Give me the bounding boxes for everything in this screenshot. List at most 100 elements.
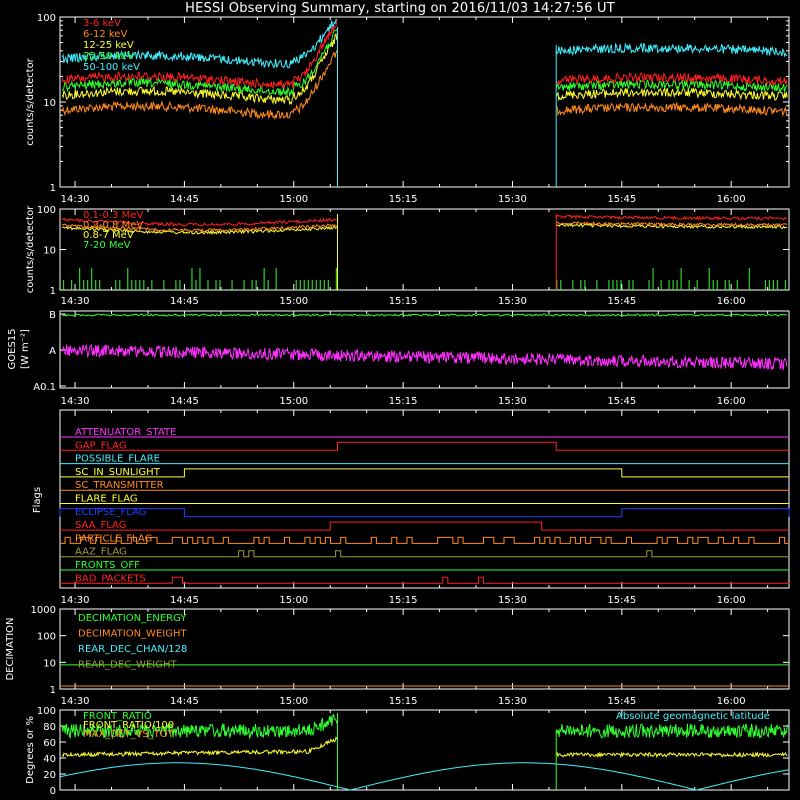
decim-xtick-label: 14:45	[170, 696, 199, 707]
goes-yunits: [W m⁻²]	[20, 329, 31, 369]
highE-series-2	[62, 225, 338, 236]
flags-label-5: FLARE_FLAG	[75, 494, 138, 505]
flags-label-3: SC_IN_SUNLIGHT	[75, 467, 161, 478]
flags-label-1: GAP_FLAG	[75, 440, 127, 451]
flags-label-4: SC_TRANSMITTER	[75, 480, 164, 491]
lowE-legend-3: 25-50 keV	[83, 51, 134, 62]
flags-trace-6	[59, 508, 790, 518]
lowE-xtick-label: 14:45	[170, 194, 199, 205]
flags-trace-7	[60, 521, 789, 531]
ratio-series-1	[61, 736, 338, 758]
highE-series-0	[61, 217, 337, 227]
highE-ytick-label: 1	[50, 286, 56, 297]
flags-trace-1	[60, 441, 789, 451]
flags-trace-8	[60, 536, 790, 544]
flags-trace-11	[60, 576, 790, 584]
goes-series-1	[61, 343, 788, 371]
flags-xtick-label: 14:30	[61, 595, 90, 606]
lowE-xtick-label: 16:00	[717, 194, 746, 205]
lowE-series-3	[61, 28, 338, 98]
highE-xtick-label: 15:15	[389, 296, 418, 307]
flags-ylabel: Flags	[32, 487, 43, 513]
highE-xtick-label: 15:00	[279, 296, 308, 307]
lowE-series-1	[61, 50, 338, 121]
lowE-series-1	[555, 101, 788, 117]
goes-xtick-label: 16:00	[717, 396, 746, 407]
highE-xtick-label: 14:45	[170, 296, 199, 307]
flags-label-11: BAD_PACKETS	[75, 573, 146, 584]
lowE-legend-2: 12-25 keV	[83, 40, 134, 51]
highE-ylabel: counts/s/detector	[25, 205, 36, 293]
ratio-series-3	[59, 762, 790, 791]
ratio-ylabel: Degrees or %	[25, 716, 36, 784]
lowE-xtick-label: 15:45	[607, 194, 636, 205]
goes-xtick-label: 14:45	[170, 396, 199, 407]
flags-label-8: PARTICLE_FLAG	[75, 533, 152, 544]
decim-ytick-label: 100	[37, 632, 56, 643]
lowE-xtick-label: 15:15	[389, 194, 418, 205]
goes-series-0	[61, 313, 787, 317]
decim-ylabel: DECIMATION	[5, 617, 16, 680]
lowE-xtick-label: 15:00	[279, 194, 308, 205]
ratio-series-0	[61, 714, 338, 740]
goes-xtick-label: 15:45	[607, 396, 636, 407]
goes-xtick-label: 15:00	[279, 396, 308, 407]
goes-ylabel: GOES15	[7, 328, 18, 369]
flags-label-10: FRONTS_OFF	[75, 560, 140, 571]
goes-xtick-label: 15:15	[389, 396, 418, 407]
lowE-ytick-label: 100	[37, 13, 56, 24]
lowE-frame	[59, 16, 790, 188]
highE-frame	[59, 208, 790, 291]
flags-trace-3	[60, 468, 789, 478]
flags-label-0: ATTENUATOR_STATE	[75, 427, 176, 438]
lowE-legend-0: 3-6 keV	[83, 18, 121, 29]
flags-frame	[59, 409, 790, 589]
flags-label-2: POSSIBLE_FLARE	[75, 454, 160, 465]
plot-title: HESSI Observing Summary, starting on 201…	[185, 1, 615, 16]
highE-series-1	[555, 220, 788, 228]
ratio-ytick-label: 100	[37, 706, 56, 717]
highE-legend-1: 0.3-0.8 MeV	[83, 220, 143, 231]
highE-xtick-label: 14:30	[61, 296, 90, 307]
lowE-series-3	[555, 78, 788, 94]
decim-legend-3: REAR_DEC_WEIGHT	[78, 660, 177, 671]
goes-xtick-label: 15:30	[498, 396, 527, 407]
highE-legend-0: 0.1-0.3 MeV	[83, 210, 143, 221]
flags-xtick-label: 15:30	[498, 595, 527, 606]
decim-xtick-label: 16:00	[717, 696, 746, 707]
ratio-ytick-label: 60	[43, 738, 56, 749]
goes-ytick-label: A	[49, 346, 56, 357]
highE-xtick-label: 15:30	[498, 296, 527, 307]
decim-xtick-label: 15:45	[607, 696, 636, 707]
highE-legend-3: 7-20 MeV	[83, 240, 131, 251]
flags-label-9: AAZ_FLAG	[75, 547, 127, 558]
decim-legend-1: DECIMATION_WEIGHT	[78, 629, 187, 640]
flags-xtick-label: 15:15	[389, 595, 418, 606]
decim-xtick-label: 15:00	[279, 696, 308, 707]
flags-xtick-label: 16:00	[717, 595, 746, 606]
highE-series-1	[61, 223, 338, 233]
decim-xtick-label: 15:15	[389, 696, 418, 707]
ratio-ytick-label: 0	[50, 786, 56, 797]
highE-series-3	[63, 268, 786, 290]
ratio-legend-2: MAX_DET_VS_TOT	[83, 729, 175, 740]
ratio-ytick-label: 20	[43, 770, 56, 781]
lowE-xtick-label: 14:30	[61, 194, 90, 205]
lowE-ytick-label: 10	[43, 98, 56, 109]
ratio-series-0	[555, 723, 788, 740]
ratio-legend-1: FRONT_RATIO/100	[83, 720, 174, 731]
highE-xtick-label: 16:00	[717, 296, 746, 307]
decim-legend-2: REAR_DEC_CHAN/128	[78, 644, 187, 655]
decim-ytick-label: 1	[50, 685, 56, 696]
highE-xtick-label: 15:45	[607, 296, 636, 307]
highE-series-0	[555, 214, 788, 222]
highE-ytick-label: 10	[43, 246, 56, 257]
lowE-series-0	[556, 72, 788, 87]
goes-ytick-label: A0.1	[33, 382, 56, 393]
ratio-series-1	[555, 751, 788, 759]
decim-ytick-label: 1000	[31, 605, 56, 616]
lowE-ylabel: counts/s/detector	[25, 57, 36, 145]
highE-legend-2: 0.8-7 MeV	[83, 230, 134, 241]
lowE-ytick-label: 1	[50, 183, 56, 194]
